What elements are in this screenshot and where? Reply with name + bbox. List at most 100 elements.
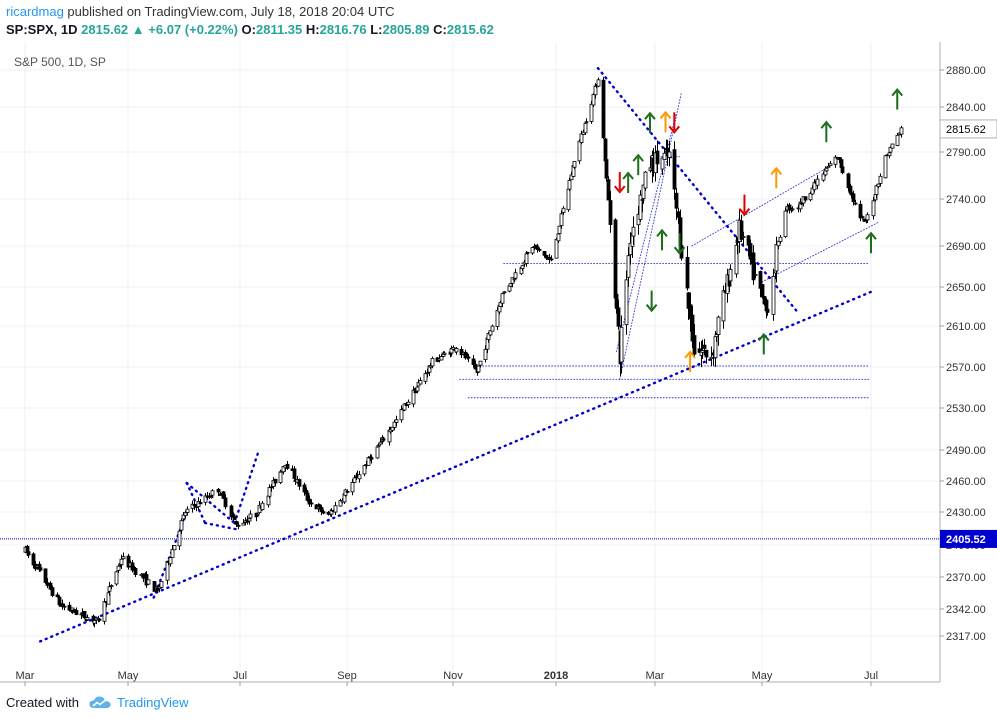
- candle-body: [392, 421, 397, 428]
- candle-body: [828, 163, 833, 166]
- candle-body: [495, 309, 500, 327]
- candle-body: [513, 272, 518, 279]
- low-label: L:: [370, 22, 383, 37]
- candle-body: [709, 356, 714, 360]
- candle-body: [267, 487, 272, 497]
- candle-body: [376, 444, 381, 448]
- candle-body: [102, 601, 107, 622]
- low-value: 2805.89: [382, 22, 430, 37]
- candle-body: [333, 505, 338, 513]
- price-tick-label: 2650.00: [946, 282, 986, 294]
- candle-body: [616, 307, 621, 327]
- candle-body: [366, 457, 371, 466]
- chart-header: ricardmag published on TradingView.com, …: [0, 0, 997, 40]
- candle-body: [319, 507, 324, 513]
- candle-body: [716, 316, 721, 335]
- candle-body: [771, 276, 776, 315]
- price-axis[interactable]: 2880.00 2840.00 2790.00 2740.00 2690.00 2650.…: [939, 65, 997, 643]
- candle-body: [542, 251, 547, 256]
- candle-body: [554, 238, 559, 259]
- candle-body: [667, 151, 672, 158]
- price-tick-label: 2490.00: [946, 445, 986, 457]
- candle-body: [172, 545, 177, 551]
- candle-body: [871, 200, 876, 217]
- candle-body: [774, 244, 779, 272]
- candle-body: [159, 581, 164, 588]
- trend-line-0: [38, 290, 873, 643]
- time-axis[interactable]: Mar May Jul Sep Nov 2018 Mar May Jul: [16, 670, 879, 686]
- candle-body: [329, 510, 334, 515]
- price-tick-label: 2880.00: [946, 65, 986, 77]
- arrow-head: [613, 185, 626, 194]
- candle-body: [874, 185, 879, 196]
- candle-body: [662, 152, 667, 160]
- candle-body: [606, 179, 611, 201]
- candle-body: [549, 258, 554, 261]
- candle-body: [888, 146, 893, 153]
- candle-body: [210, 490, 215, 496]
- candle-body: [502, 291, 507, 294]
- publish-date: published on TradingView.com, July 18, 2…: [67, 4, 395, 19]
- candle-body: [858, 203, 863, 219]
- ohlc-legend: SP:SPX, 1D 2815.62 ▲ +6.07 (+0.22%) O:28…: [6, 22, 494, 37]
- candle-body: [561, 207, 566, 213]
- candle-body: [596, 79, 601, 87]
- candle-body: [569, 174, 574, 181]
- candle-body: [179, 520, 184, 531]
- arrow-head: [632, 153, 644, 162]
- candle-body: [418, 380, 423, 385]
- time-tick-label: Mar: [646, 670, 665, 682]
- candle-body: [692, 335, 697, 355]
- candle-body: [848, 185, 853, 194]
- level-price-label: 2405.52: [946, 534, 986, 546]
- candle-body: [803, 196, 808, 201]
- price-tick-label: 2690.00: [946, 241, 986, 253]
- candle-body: [626, 255, 631, 278]
- candle-body: [589, 103, 594, 122]
- candle-body: [119, 558, 124, 565]
- price-tick-label: 2342.00: [946, 604, 986, 616]
- candle-body: [425, 372, 430, 375]
- signal-arrow-up-green-icon: [644, 111, 656, 134]
- candle-body: [753, 273, 758, 276]
- signal-arrow-up-green-icon: [820, 120, 833, 143]
- arrow-head: [865, 231, 877, 240]
- price-chart[interactable]: 2880.00 2840.00 2790.00 2740.00 2690.00 2650.…: [0, 0, 997, 686]
- candle-body: [292, 468, 297, 479]
- signal-arrow-up-green-icon: [622, 171, 634, 194]
- signal-arrow-up-green-icon: [656, 228, 668, 251]
- candle-body: [508, 283, 513, 287]
- high-label: H:: [305, 22, 320, 37]
- candle-body: [758, 271, 763, 289]
- plot-area[interactable]: [0, 42, 940, 682]
- signal-arrow-up-orange-icon: [684, 350, 696, 372]
- candle-body: [362, 465, 367, 475]
- author-link[interactable]: ricardmag: [6, 4, 64, 19]
- candle-body: [109, 585, 114, 587]
- time-tick-label: Jul: [233, 670, 247, 682]
- candle-body: [357, 474, 362, 480]
- tradingview-link[interactable]: TradingView: [88, 692, 189, 712]
- candle-body: [685, 256, 690, 289]
- candle-body: [824, 167, 829, 172]
- candle-body: [67, 604, 72, 611]
- open-label: O:: [241, 22, 256, 37]
- candle-body: [798, 201, 803, 210]
- candle-body: [591, 94, 596, 106]
- time-tick-label: Sep: [337, 670, 357, 682]
- candle-body: [787, 204, 792, 211]
- grid: [0, 42, 940, 682]
- candle-body: [486, 333, 491, 340]
- time-tick-label: Mar: [16, 670, 35, 682]
- candle-body: [248, 513, 253, 519]
- candle-body: [583, 123, 588, 134]
- candle-body: [236, 524, 241, 527]
- arrow-head: [659, 110, 672, 119]
- candle-body: [887, 152, 892, 157]
- signal-arrow-up-green-icon: [891, 88, 904, 110]
- trend-line-12: [619, 92, 682, 380]
- candle-body: [402, 403, 407, 411]
- candle-body: [566, 188, 571, 211]
- candle-body: [423, 373, 428, 382]
- signal-arrow-up-green-icon: [758, 332, 770, 355]
